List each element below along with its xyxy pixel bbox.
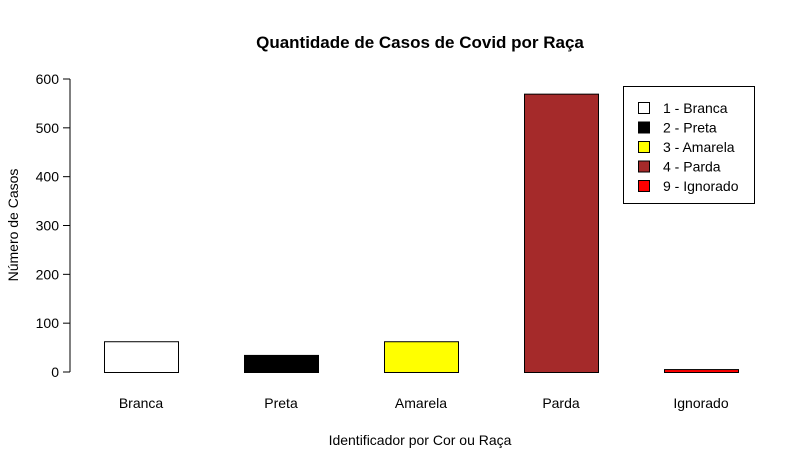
x-tick-label: Branca xyxy=(119,395,164,411)
y-tick-label: 500 xyxy=(36,120,60,136)
y-tick-label: 0 xyxy=(51,364,59,380)
legend-entry: 9 - Ignorado xyxy=(663,178,739,194)
y-tick-label: 300 xyxy=(36,218,60,234)
legend-swatch xyxy=(638,102,650,114)
y-axis-label: Número de Casos xyxy=(5,169,21,282)
legend-entry: 1 - Branca xyxy=(663,100,728,116)
bar-preta xyxy=(244,354,319,373)
y-tick-label: 400 xyxy=(36,169,60,185)
legend-swatch xyxy=(638,141,650,153)
bar-ignorado xyxy=(664,369,739,374)
bar-branca xyxy=(104,341,179,373)
y-tick-label: 200 xyxy=(36,266,60,282)
x-tick-label: Preta xyxy=(264,395,298,411)
legend-swatch xyxy=(638,121,650,134)
bar-parda xyxy=(524,93,599,374)
chart-title: Quantidade de Casos de Covid por Raça xyxy=(256,33,584,52)
y-tick-label: 100 xyxy=(36,315,60,331)
legend-entry: 2 - Preta xyxy=(663,120,717,136)
y-tick-label: 600 xyxy=(36,71,60,87)
legend-entry: 4 - Parda xyxy=(663,159,721,175)
legend-entry: 3 - Amarela xyxy=(663,139,735,155)
bars xyxy=(104,93,739,374)
x-tick-label: Amarela xyxy=(395,395,447,411)
x-tick-label: Ignorado xyxy=(673,395,728,411)
x-tick-label: Parda xyxy=(542,395,580,411)
legend: 1 - Branca 2 - Preta 3 - Amarela 4 - Parda 9… xyxy=(623,86,755,204)
legend-swatch xyxy=(638,160,650,173)
bar-amarela xyxy=(384,341,459,373)
legend-swatch xyxy=(638,180,650,192)
x-axis-label: Identificador por Cor ou Raça xyxy=(329,432,512,448)
y-axis: 0 100 200 300 400 500 600 xyxy=(36,71,71,380)
x-tick-labels: Branca Preta Amarela Parda Ignorado xyxy=(119,395,729,411)
